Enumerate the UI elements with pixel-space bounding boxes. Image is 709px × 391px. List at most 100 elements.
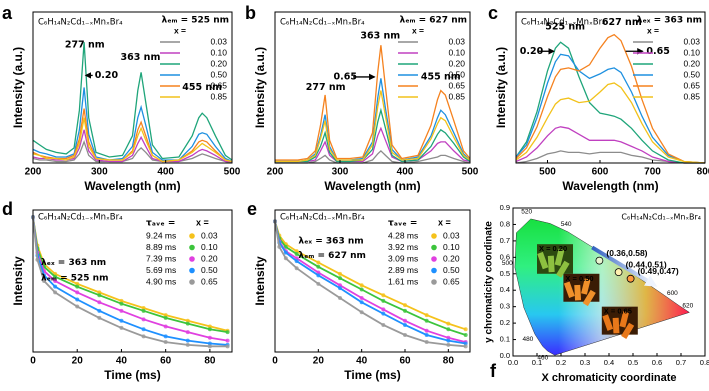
legend-title: λₑₘ = 525 nm [162, 16, 230, 26]
y-axis-title: Intensity (a.u.) [494, 47, 508, 128]
x-tick-label: 200 [25, 167, 42, 178]
annotation: λₑₘ = 627 nm [298, 251, 366, 261]
x-axis-title: Wavelength (nm) [84, 179, 180, 193]
y-axis-title: Intensity (a.u.) [253, 47, 267, 128]
legend-swatch [431, 267, 437, 274]
spectral-locus-tint [514, 218, 690, 356]
chromaticity-point [626, 274, 635, 283]
legend-swatch [189, 267, 195, 274]
panel-label: f [490, 361, 497, 381]
formula: C₆H₁₄N₂Cd₁₋ₓMnₓBr₄ [280, 18, 365, 28]
formula: C₆H₁₄N₂Cd₁₋ₓMnₓBr₄ [38, 18, 123, 28]
x-tick-label: 0.3 [580, 358, 590, 367]
legend-label: 0.85 [448, 91, 465, 101]
formula: C₆H₁₄N₂Cd₁₋ₓMnₓBr₄ [621, 213, 701, 222]
y-tick-label: 0.3 [500, 302, 510, 311]
point-label: (0.36,0.58) [606, 248, 647, 258]
series-line [32, 108, 233, 163]
legend-label: 0.10 [448, 47, 465, 57]
legend-swatch [189, 244, 195, 251]
series-line [274, 221, 466, 336]
series-line [32, 216, 228, 342]
x-tick-label: 20 [72, 356, 84, 367]
wavelength-label: 620 [682, 303, 693, 310]
point-label: (0.49,0.47) [638, 266, 679, 276]
x-axis-title: Time (ms) [344, 368, 400, 382]
y-tick-label: 0.9 [500, 203, 510, 212]
x-tick-label: 80 [204, 356, 216, 367]
y-tick-label: 0.0 [500, 351, 510, 360]
legend-label: 0.20 [683, 58, 700, 68]
legend-lifetime: 4.90 ms [146, 276, 176, 286]
legend-label: 0.10 [210, 47, 227, 57]
legend-swatch [431, 233, 437, 239]
crystal [619, 311, 630, 328]
series-line [32, 140, 233, 164]
legend-label: 0.50 [448, 69, 465, 79]
legend-label: 0.03 [448, 36, 465, 46]
legend-label: 0.50 [683, 69, 700, 79]
legend-swatch [431, 279, 437, 285]
series-line [275, 107, 471, 163]
crystal [612, 317, 620, 334]
legend-lifetime: 3.09 ms [388, 253, 418, 263]
x-tick-label: 40 [116, 356, 128, 367]
crystal [547, 255, 555, 273]
series-line [275, 90, 471, 163]
series-line [274, 221, 466, 348]
x-tick-label: 0.1 [532, 358, 542, 367]
legend-label: 0.20 [448, 58, 465, 68]
annotation: 277 nm [65, 40, 105, 51]
legend-label: 0.85 [210, 91, 227, 101]
series-line [274, 221, 466, 345]
plot-frame [274, 11, 471, 164]
legend-title: λₑₓ = 363 nm [637, 16, 702, 26]
x-tick-label: 0 [272, 356, 278, 367]
y-tick-label: 0.8 [500, 219, 510, 228]
y-tick-label: 0.4 [500, 285, 510, 294]
wavelength-label: 600 [667, 290, 678, 297]
x-tick-label: 300 [332, 167, 349, 178]
legend-label: 0.20 [443, 253, 460, 263]
x-tick-label: 800 [697, 167, 709, 178]
legend-header: x = [174, 25, 186, 35]
legend-lifetime: 7.39 ms [146, 253, 176, 263]
x-tick-label: 200 [267, 167, 284, 178]
y-tick-label: 0.6 [500, 252, 510, 261]
x-tick-label: 0.4 [604, 358, 614, 367]
legend-lifetime: 1.61 ms [388, 276, 418, 286]
x-tick-label: 700 [644, 167, 661, 178]
legend-lifetime: 9.24 ms [146, 230, 176, 240]
y-axis-title: y chromaticity coordinate [484, 221, 495, 343]
crystal [582, 289, 596, 307]
x-tick-label: 60 [160, 356, 172, 367]
x-axis-title: Time (ms) [104, 368, 160, 382]
panel-label: c [488, 3, 498, 23]
x-tick-label: 500 [539, 167, 556, 178]
legend-lifetime: 2.89 ms [388, 265, 418, 275]
legend-label: 0.65 [210, 80, 227, 90]
legend-lifetime: 3.92 ms [388, 242, 418, 252]
x-axis-title: X chromaticity coordinate [541, 372, 676, 384]
legend-label: 0.10 [683, 47, 700, 57]
y-tick-label: 0.7 [500, 236, 510, 245]
annotation: 525 nm [545, 22, 585, 33]
inset-label: X = 0.20 [539, 244, 567, 253]
crystal [574, 284, 582, 301]
legend-header: x = [438, 217, 451, 227]
legend-label: 0.65 [683, 80, 700, 90]
series-line [515, 53, 706, 164]
chromaticity-point [595, 256, 604, 265]
legend-label: 0.50 [443, 265, 460, 275]
legend-label: 0.03 [201, 230, 218, 240]
legend-label: 0.65 [201, 276, 218, 286]
legend-lifetime: 5.69 ms [146, 265, 176, 275]
series-line [515, 126, 705, 164]
plot-frame [515, 11, 706, 164]
chromaticity-point [614, 268, 623, 277]
crystal [602, 314, 614, 331]
wavelength-label: 540 [561, 221, 572, 228]
series-line [32, 216, 228, 332]
x-tick-label: 40 [356, 356, 368, 367]
